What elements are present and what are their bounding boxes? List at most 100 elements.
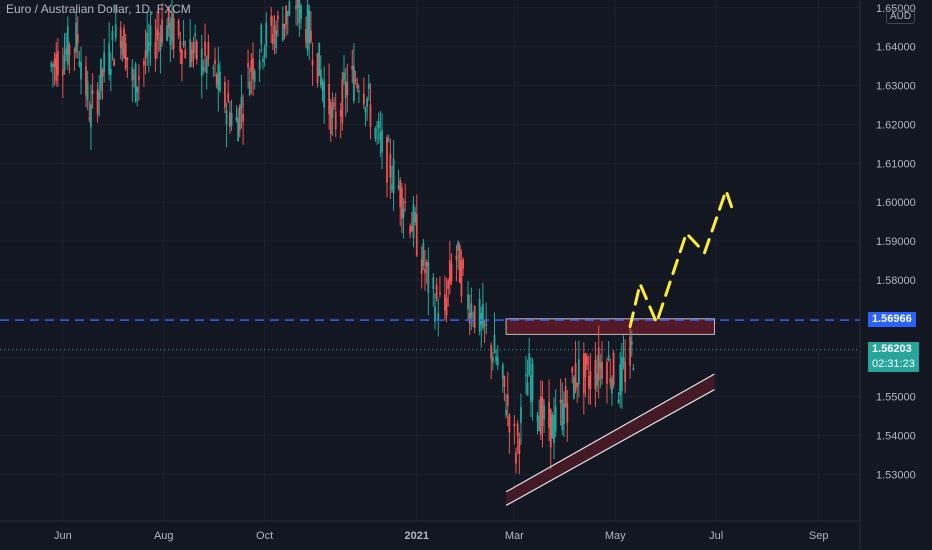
candle-up	[480, 313, 483, 325]
candle-down	[389, 153, 392, 178]
candle-up	[99, 58, 102, 91]
candle-down	[518, 438, 521, 455]
candle-up	[529, 375, 532, 403]
candle-up	[319, 69, 322, 86]
candle-up	[622, 357, 625, 364]
candle-up	[225, 110, 228, 125]
candle-up	[75, 22, 77, 53]
candle-down	[624, 362, 627, 383]
candle-down	[204, 41, 206, 56]
candle-up	[599, 362, 602, 369]
candle-up	[275, 29, 278, 49]
candle-down	[410, 225, 413, 232]
candle-down	[167, 7, 170, 28]
candle-up	[478, 299, 481, 332]
candle-down	[228, 112, 231, 127]
candle-down	[571, 367, 574, 373]
candle-up	[374, 127, 377, 139]
candle-down	[273, 25, 276, 35]
candle-up	[343, 72, 345, 80]
candle-down	[76, 34, 79, 44]
candle-down	[119, 27, 122, 49]
candle-up	[260, 25, 263, 45]
candle-up	[318, 42, 321, 76]
x-tick-label: Sep	[809, 530, 829, 542]
candle-down	[305, 28, 307, 43]
candle-down	[435, 284, 438, 299]
chart-grid	[0, 0, 860, 521]
candle-up	[376, 125, 378, 127]
candle-up	[364, 108, 367, 113]
candle-down	[415, 213, 418, 256]
x-tick-label: Jul	[709, 530, 723, 542]
x-tick-label: Aug	[154, 530, 174, 542]
candle-down	[214, 59, 216, 64]
candle-down	[154, 41, 157, 59]
candle-up	[78, 61, 81, 66]
candle-up	[381, 130, 383, 153]
candle-down	[424, 268, 426, 274]
candle-down	[458, 245, 461, 283]
candle-up	[298, 0, 301, 24]
y-tick-label: 1.65000	[876, 3, 916, 15]
candle-up	[189, 39, 192, 68]
candle-down	[126, 57, 129, 61]
candle-down	[490, 345, 493, 359]
candle-up	[295, 5, 297, 10]
candle-down	[190, 49, 193, 62]
candle-up	[543, 404, 546, 420]
candle-up	[205, 58, 208, 74]
candle-up	[493, 334, 496, 354]
candle-up	[437, 312, 440, 321]
candle-up	[202, 67, 205, 71]
candle-up	[63, 55, 66, 71]
y-tick-label: 1.53000	[876, 469, 916, 481]
candle-down	[629, 336, 632, 366]
candle-up	[237, 118, 240, 142]
candle-up	[620, 356, 623, 392]
candle-up	[630, 341, 633, 345]
candle-down	[215, 74, 218, 86]
candle-down	[447, 280, 450, 289]
candle-up	[470, 303, 473, 318]
candle-down	[91, 90, 94, 94]
currency-badge[interactable]: AUD	[886, 9, 916, 24]
candle-down	[513, 423, 516, 427]
candle-down	[283, 23, 286, 30]
candle-down	[113, 59, 116, 66]
candle-down	[483, 320, 486, 323]
candle-down	[369, 104, 372, 128]
candle-down	[133, 75, 135, 80]
candle-down	[96, 89, 99, 115]
candle-down	[328, 84, 331, 115]
candle-down	[247, 62, 249, 68]
candle-up	[392, 158, 395, 193]
candle-up	[467, 293, 469, 310]
candle-up	[300, 5, 302, 19]
candle-up	[200, 48, 203, 77]
candle-up	[321, 80, 324, 91]
candle-up	[432, 277, 435, 290]
candle-up	[136, 86, 139, 93]
channel-upper-line	[505, 373, 715, 493]
candle-down	[184, 49, 187, 59]
candle-down	[549, 409, 552, 448]
candle-down	[341, 79, 344, 124]
candle-up	[491, 356, 494, 363]
candle-up	[434, 306, 436, 322]
candle-down	[503, 376, 506, 388]
candle-up	[397, 185, 400, 189]
chart-title: Euro / Australian Dollar, 1D, FXCM	[6, 2, 191, 16]
candle-down	[439, 292, 441, 295]
candle-up	[258, 60, 261, 70]
candle-up	[377, 120, 380, 129]
candle-up	[427, 262, 430, 293]
candle-down	[548, 401, 550, 428]
candle-down	[334, 111, 337, 130]
candle-up	[194, 33, 197, 37]
candle-down	[409, 226, 412, 235]
candle-down	[339, 110, 342, 117]
candle-up	[632, 368, 635, 370]
candle-up	[263, 46, 266, 57]
